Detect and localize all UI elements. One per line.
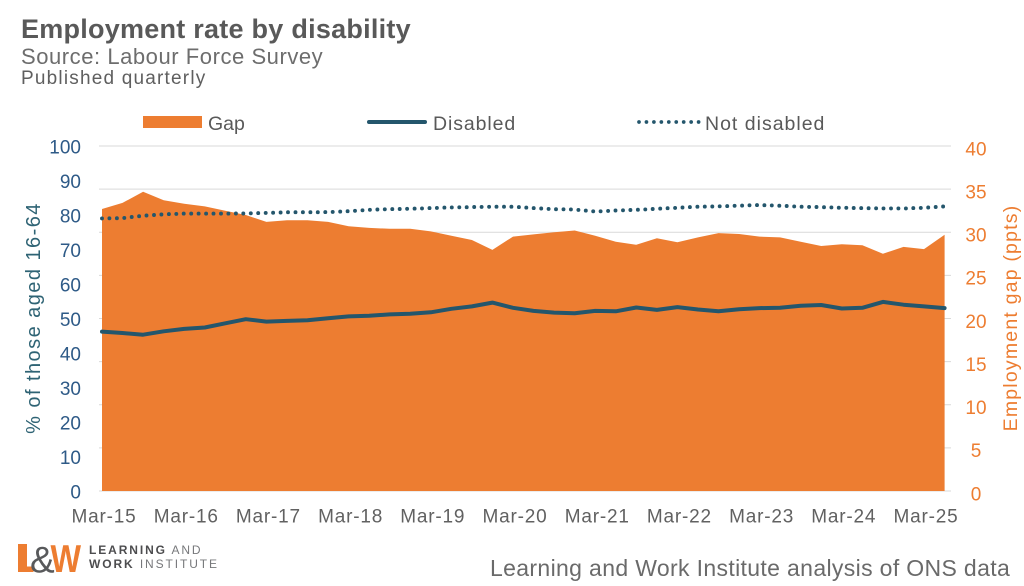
svg-text:Mar-24: Mar-24	[811, 507, 876, 528]
svg-text:25: 25	[965, 269, 986, 290]
svg-text:&: &	[30, 540, 55, 581]
svg-text:Employment gap (ppts): Employment gap (ppts)	[1000, 205, 1022, 432]
svg-text:15: 15	[965, 355, 986, 376]
svg-text:70: 70	[60, 241, 81, 262]
svg-text:80: 80	[60, 207, 81, 228]
svg-text:60: 60	[60, 276, 81, 297]
svg-text:0: 0	[70, 483, 81, 504]
svg-text:W: W	[51, 537, 82, 580]
svg-text:50: 50	[60, 310, 81, 331]
svg-text:90: 90	[60, 172, 81, 193]
svg-text:5: 5	[971, 441, 982, 462]
svg-text:Mar-18: Mar-18	[318, 507, 383, 528]
svg-text:Mar-15: Mar-15	[72, 507, 137, 528]
svg-text:10: 10	[60, 448, 81, 469]
svg-text:Mar-16: Mar-16	[154, 507, 219, 528]
svg-text:20: 20	[60, 414, 81, 435]
svg-text:40: 40	[965, 139, 986, 160]
svg-text:35: 35	[965, 182, 986, 203]
svg-text:LEARNING AND: LEARNING AND	[89, 543, 202, 557]
svg-text:0: 0	[971, 484, 982, 505]
svg-text:Mar-22: Mar-22	[647, 507, 712, 528]
svg-text:Mar-21: Mar-21	[565, 507, 630, 528]
svg-text:30: 30	[965, 226, 986, 247]
svg-text:WORK INSTITUTE: WORK INSTITUTE	[89, 557, 219, 571]
svg-text:10: 10	[965, 398, 986, 419]
svg-text:20: 20	[965, 312, 986, 333]
svg-text:Mar-19: Mar-19	[400, 507, 465, 528]
svg-text:Mar-25: Mar-25	[894, 507, 959, 528]
svg-text:Mar-17: Mar-17	[236, 507, 301, 528]
svg-text:Mar-23: Mar-23	[729, 507, 794, 528]
svg-text:Mar-20: Mar-20	[483, 507, 548, 528]
svg-text:30: 30	[60, 379, 81, 400]
svg-text:% of those aged 16-64: % of those aged 16-64	[23, 202, 45, 434]
svg-text:40: 40	[60, 345, 81, 366]
svg-text:100: 100	[49, 138, 81, 159]
